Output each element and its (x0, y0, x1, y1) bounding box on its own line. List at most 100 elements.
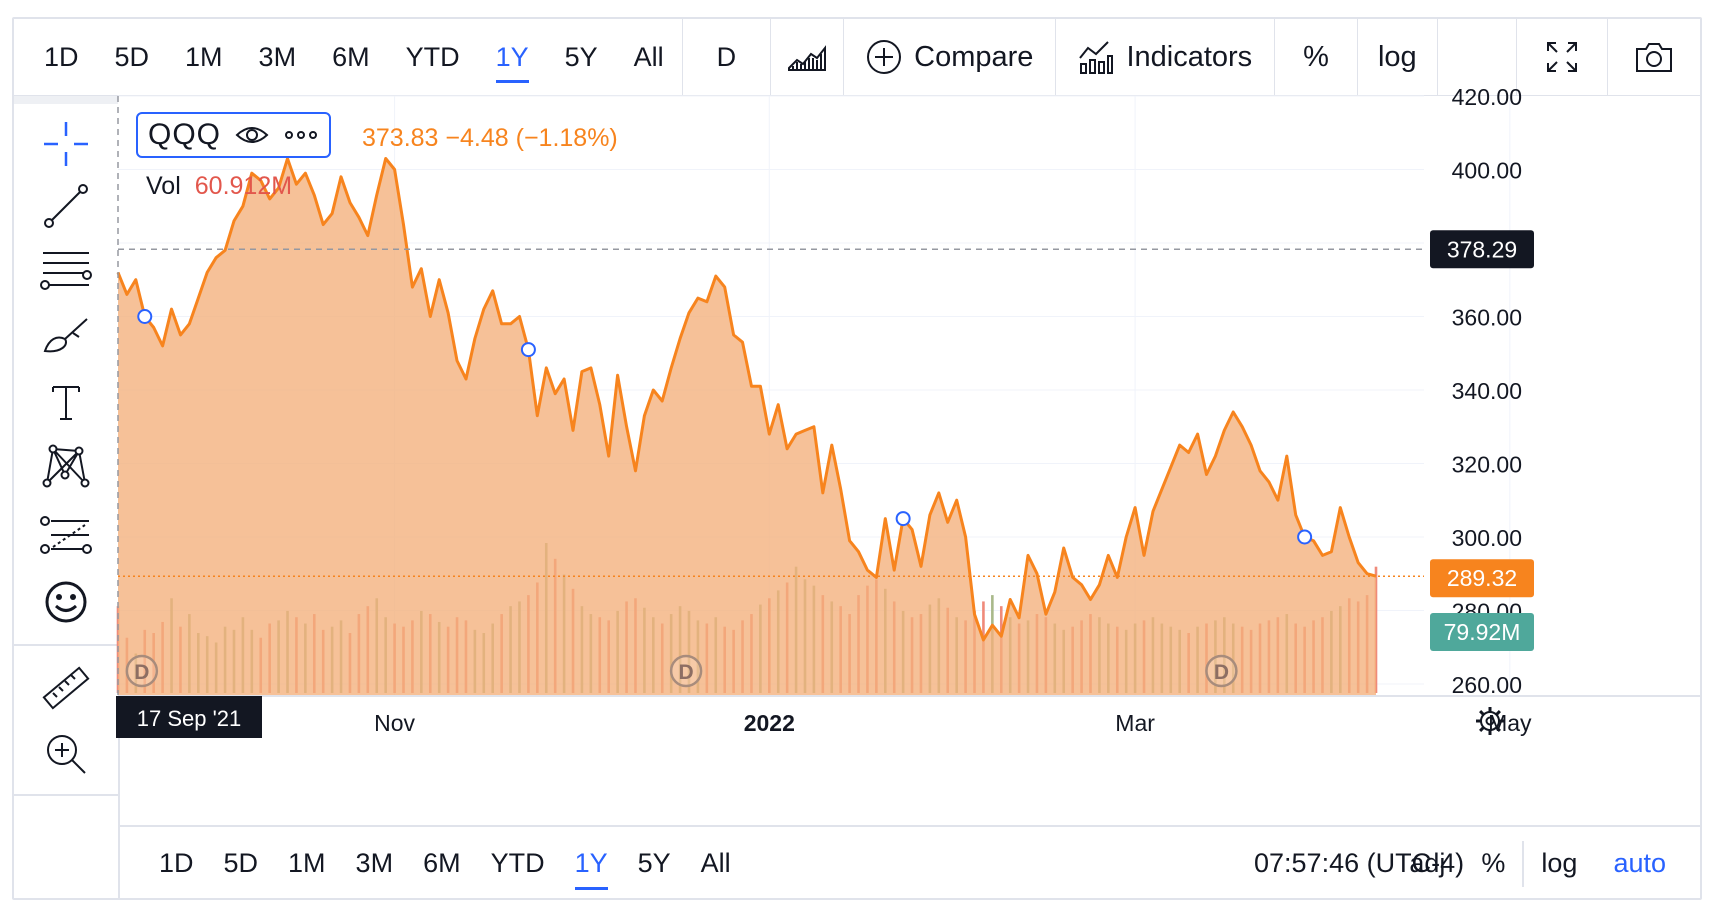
pattern-tool[interactable] (36, 438, 96, 494)
clock[interactable]: 07:57:46 (UTC-4) (1254, 848, 1465, 878)
range-tab-5y[interactable]: 5Y (564, 41, 598, 72)
time-axis[interactable]: Nov2022MarMayJulSep17 Sep '21 (116, 695, 1718, 738)
log-toggle[interactable]: log (1377, 40, 1417, 73)
interval-button[interactable]: D (716, 41, 737, 72)
camera-icon (1636, 43, 1672, 72)
event-marker[interactable] (1297, 529, 1313, 545)
brush-icon (43, 318, 88, 353)
gear-tooth (1479, 710, 1485, 716)
reference-price-badge[interactable]: 378.29 (1430, 230, 1534, 269)
range-tab-5y[interactable]: 5Y (637, 848, 671, 878)
brush-tool[interactable] (36, 308, 96, 364)
forecast-tool[interactable] (36, 508, 96, 564)
range-tab-5d[interactable]: 5D (114, 41, 150, 72)
range-tab-5d[interactable]: 5D (223, 848, 259, 878)
ruler-icon (42, 666, 90, 710)
range-tab-1m[interactable]: 1M (288, 848, 326, 878)
smiley-icon (45, 581, 87, 623)
range-tab-1d[interactable]: 1D (44, 41, 79, 72)
gear-hub (1485, 716, 1495, 726)
range-tab-1y[interactable]: 1Y (560, 827, 623, 900)
reference-price-badge-text: 378.29 (1447, 236, 1517, 262)
forecast-icon (40, 516, 92, 554)
y-tick-label: 420.00 (1452, 84, 1522, 110)
crosshair-date-text: 17 Sep '21 (137, 706, 242, 731)
volume-value: 60.912M (194, 172, 293, 200)
last-volume-badge[interactable]: 79.92M (1430, 613, 1534, 651)
dividend-marker[interactable]: D (125, 654, 159, 688)
price-area (116, 157, 1377, 695)
zoom-in-icon (47, 735, 86, 774)
range-tab-6m[interactable]: 6M (332, 41, 370, 72)
volume-label: Vol (146, 172, 181, 200)
event-marker[interactable] (895, 511, 911, 527)
pattern-icon (42, 444, 90, 488)
fullscreen-icon (1547, 42, 1577, 72)
emoji-tool[interactable] (36, 574, 96, 630)
toolbar-divider (1356, 19, 1358, 95)
plus-circle-icon (867, 40, 902, 74)
percent-toggle[interactable]: % (1303, 40, 1329, 73)
range-tab-1y[interactable]: 1Y (478, 19, 547, 95)
last-volume-badge-bg (1430, 613, 1534, 651)
fib-tool[interactable] (36, 242, 96, 298)
percent-scale-toggle[interactable]: % (1481, 848, 1506, 878)
last-price-badge[interactable]: 289.32 (1430, 559, 1534, 598)
indicators-icon (1079, 41, 1114, 74)
dividend-marker[interactable]: D (669, 654, 703, 688)
range-tab-1d[interactable]: 1D (159, 848, 194, 878)
price-line (116, 157, 1377, 642)
chart-type-button[interactable] (771, 19, 843, 95)
range-tab-1m[interactable]: 1M (185, 41, 223, 72)
crosshair-tool[interactable] (36, 116, 96, 172)
y-tick-label: 320.00 (1452, 451, 1522, 477)
crosshair-icon (44, 122, 88, 166)
auto-scale-toggle[interactable]: auto (1613, 848, 1666, 878)
fullscreen-button[interactable] (1517, 19, 1607, 95)
gear-tooth (1495, 710, 1501, 716)
toolbar-divider (1516, 19, 1517, 95)
toolbar-divider (843, 19, 845, 95)
gear-tooth (1495, 726, 1501, 732)
snapshot-button[interactable] (1608, 19, 1700, 95)
log-scale-toggle[interactable]: log (1541, 848, 1578, 878)
symbol-name: QQQ (148, 118, 222, 151)
range-tab-all[interactable]: All (633, 41, 664, 72)
top-toolbar: 1D 5D 1M 3M 6M YTD 1Y 5Y All D Compare Indicator… (14, 19, 1700, 96)
range-tab-6m[interactable]: 6M (423, 848, 461, 878)
zoom-tool[interactable] (36, 726, 96, 782)
indicators-button[interactable]: Indicators (1056, 19, 1274, 95)
scale-options: adj % log auto (1391, 827, 1684, 900)
range-tab-ytd[interactable]: YTD (405, 41, 460, 72)
adj-toggle[interactable]: adj (1409, 848, 1446, 878)
x-tick-label: Nov (374, 710, 415, 736)
range-tab-all[interactable]: All (700, 848, 731, 878)
price-axis[interactable]: 420.00400.00380.00360.00340.00320.00300.… (1430, 84, 1534, 698)
dividend-marker[interactable]: D (1205, 654, 1238, 688)
event-marker[interactable] (520, 342, 536, 358)
last-price-badge-bg (1430, 559, 1534, 598)
eye-icon[interactable] (235, 123, 269, 147)
trend-line-tool[interactable] (36, 178, 96, 234)
dividend-letter: D (678, 661, 693, 684)
text-tool[interactable] (36, 374, 96, 430)
area-chart-icon (788, 45, 827, 71)
x-tick-label: Mar (1115, 710, 1155, 736)
fib-retracement-icon (40, 252, 92, 290)
compare-button[interactable]: Compare (844, 19, 1055, 95)
x-tick-label: 2022 (744, 710, 795, 736)
event-marker[interactable] (137, 308, 153, 324)
range-tab-ytd[interactable]: YTD (490, 848, 545, 878)
text-icon (52, 386, 80, 420)
more-icon[interactable] (283, 129, 319, 141)
range-tab-3m[interactable]: 3M (355, 848, 394, 878)
measure-tool[interactable] (36, 660, 96, 716)
y-tick-label: 360.00 (1452, 304, 1522, 330)
symbol-legend[interactable]: QQQ (136, 112, 332, 158)
range-tab-3m[interactable]: 3M (258, 41, 297, 72)
gear-tooth (1479, 726, 1485, 732)
toolbar-divider (681, 19, 683, 95)
settings-gear-icon[interactable] (1476, 707, 1504, 735)
toolbar-divider (1274, 19, 1276, 95)
